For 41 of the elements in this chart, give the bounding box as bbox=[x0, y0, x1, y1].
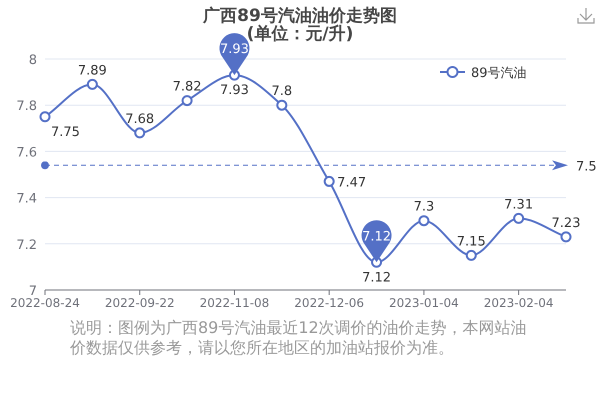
y-tick-label: 7.6 bbox=[16, 145, 37, 160]
data-label: 7.3 bbox=[414, 200, 434, 215]
data-label: 7.31 bbox=[504, 197, 534, 212]
point bbox=[418, 215, 430, 226]
annotation: 7.12 bbox=[362, 229, 392, 244]
y-tick-label: 8 bbox=[28, 53, 37, 68]
point bbox=[86, 78, 98, 90]
data-label: 7.82 bbox=[172, 80, 202, 95]
x-tick-label: 2023-01-04 bbox=[389, 296, 459, 310]
x-tick-label: 2023-02-04 bbox=[484, 296, 554, 310]
y-tick-label: 7.2 bbox=[16, 238, 37, 253]
chart-title: 广西89号汽油油价走势图 bbox=[202, 6, 397, 26]
data-label: 7.23 bbox=[552, 216, 580, 231]
point bbox=[134, 127, 146, 138]
data-label: 7.15 bbox=[456, 234, 486, 250]
data-label: 7.12 bbox=[362, 270, 392, 286]
y-tick-label: 7.4 bbox=[16, 192, 37, 207]
point bbox=[466, 250, 477, 261]
point bbox=[324, 176, 335, 187]
point bbox=[182, 95, 193, 106]
x-tick-label: 2022-08-24 bbox=[10, 296, 80, 310]
data-label: 7.89 bbox=[78, 63, 107, 78]
data-label: 7.47 bbox=[337, 175, 366, 190]
y-tick-label: 7.8 bbox=[16, 99, 37, 114]
point bbox=[513, 212, 524, 224]
x-tick-label: 2022-12-06 bbox=[294, 296, 364, 310]
x-tick-label: 2022-09-22 bbox=[104, 296, 175, 310]
text: 说明：图例为广西89号汽油最近12次调价的油价走势，本网站油价数据仅供参考，请以您所在地区的加油站报价为准。 bbox=[70, 318, 528, 358]
annotation: 7.93 bbox=[220, 42, 249, 58]
data-label: 7.68 bbox=[125, 112, 154, 127]
point bbox=[276, 100, 288, 111]
y-tick-label: 7 bbox=[28, 284, 37, 299]
point bbox=[560, 231, 572, 242]
data-label: 7.75 bbox=[51, 124, 80, 140]
x-tick-label: 2022-11-08 bbox=[200, 296, 270, 310]
legend-label: 89号汽油 bbox=[471, 66, 527, 81]
chart-subtitle: (单位：元/升) bbox=[246, 24, 354, 44]
point bbox=[40, 111, 50, 122]
data-label: 7.93 bbox=[220, 83, 249, 98]
ref-line-label: 7.5 bbox=[576, 159, 597, 174]
data-label: 7.8 bbox=[271, 84, 292, 100]
